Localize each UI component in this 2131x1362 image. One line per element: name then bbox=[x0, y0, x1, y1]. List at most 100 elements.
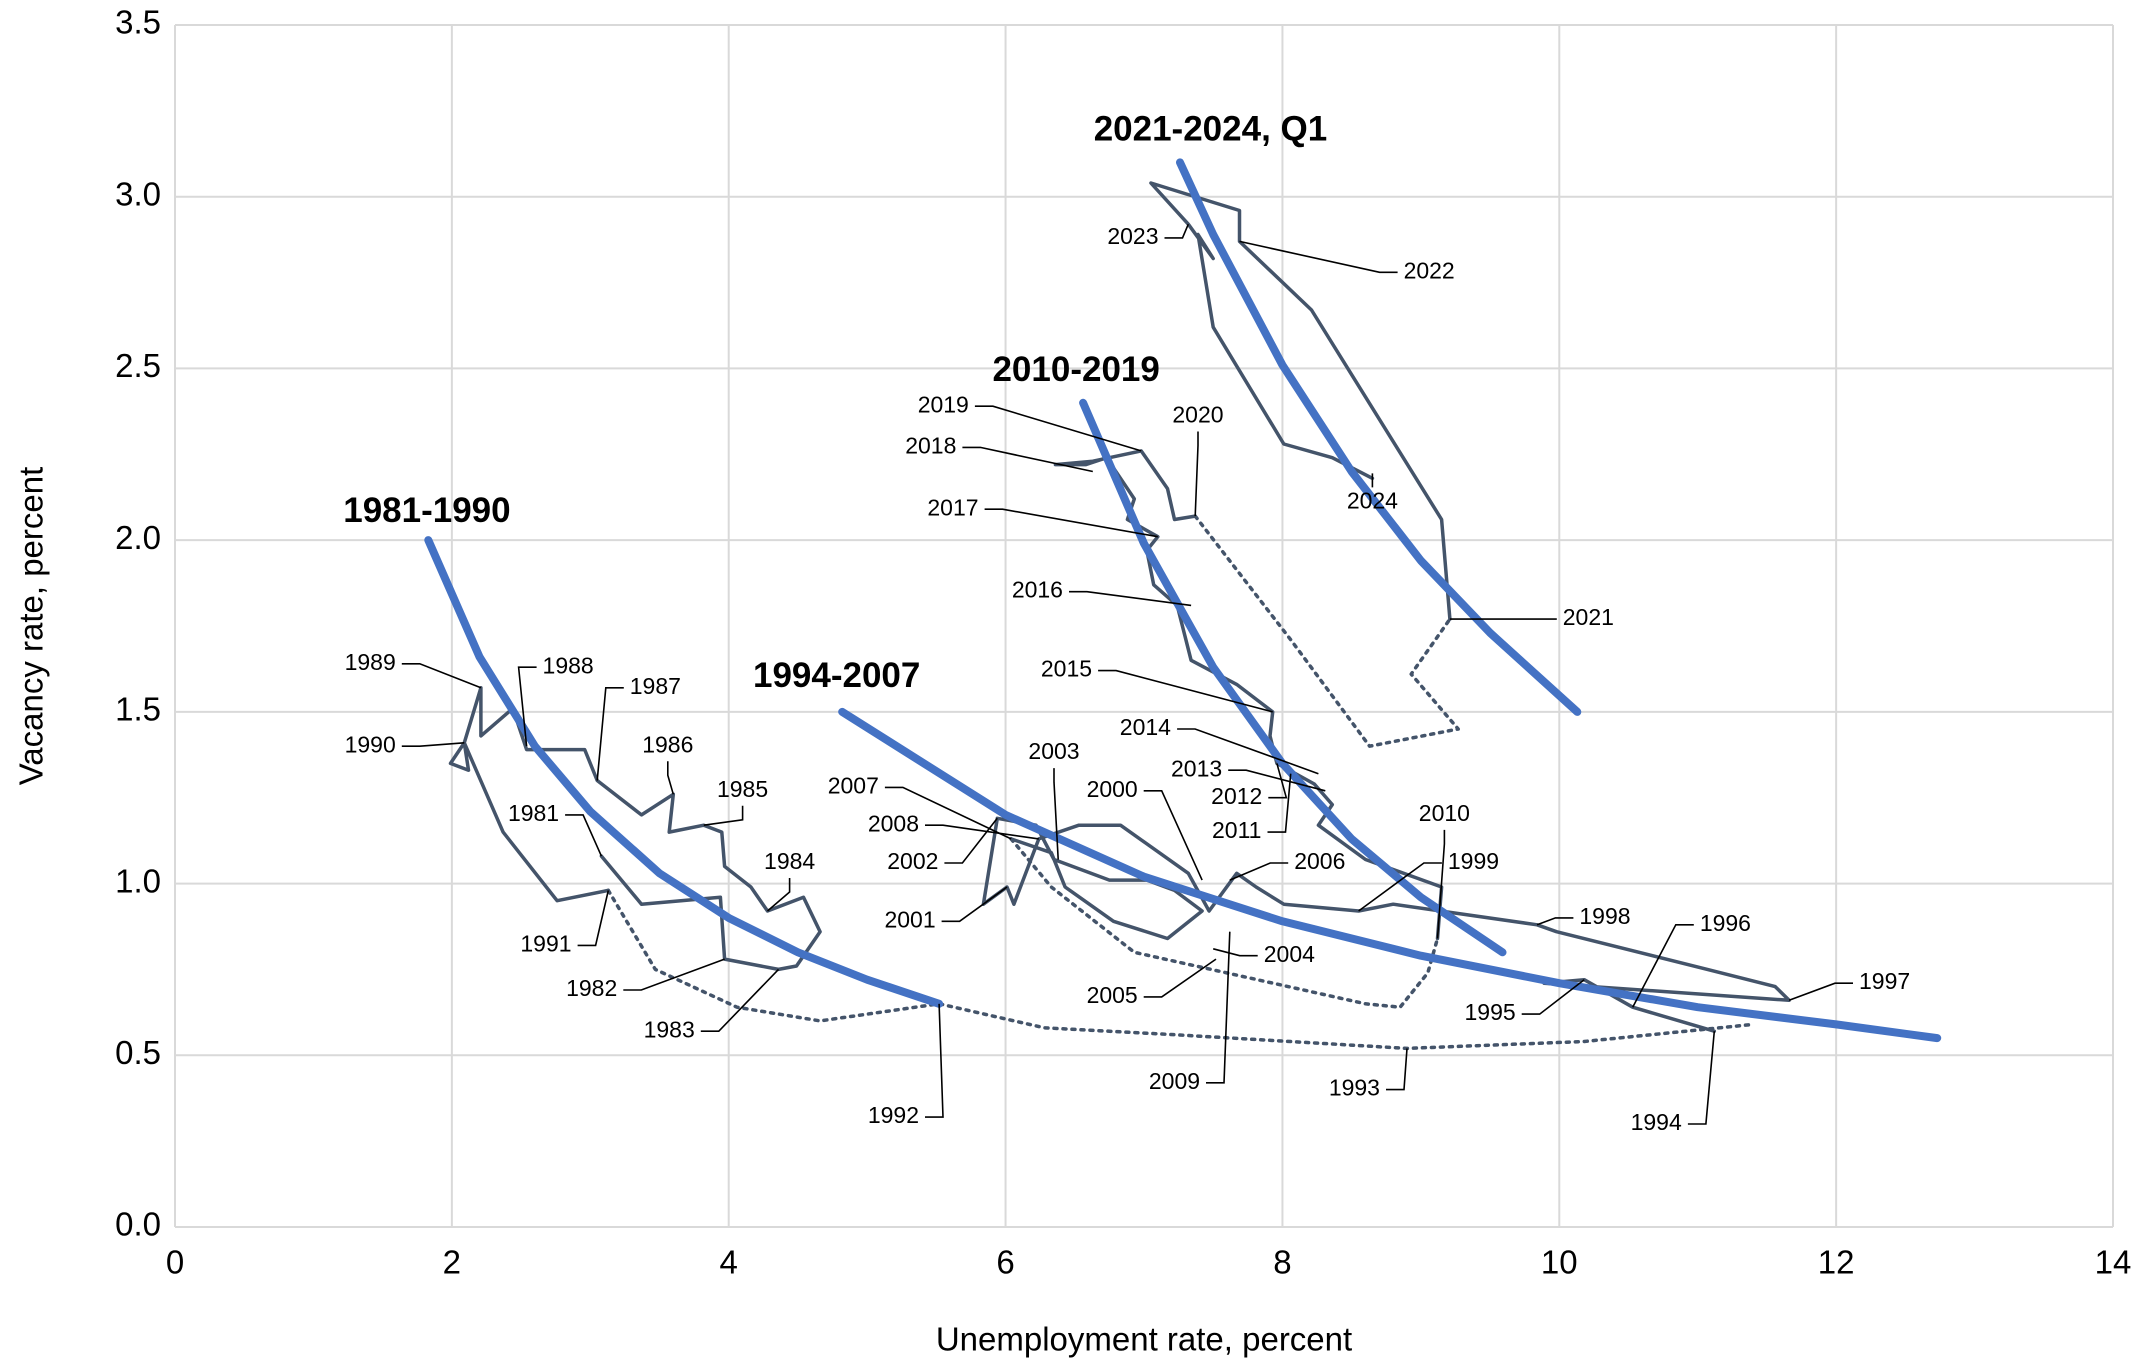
annotations: 1981-1990 1994-2007 2010-2019 2021-2024, Q1… bbox=[343, 110, 1910, 1135]
year-label: 2019 bbox=[918, 391, 969, 417]
leader-line bbox=[1143, 958, 1217, 998]
year-label: 1989 bbox=[345, 649, 396, 675]
year-label: 1997 bbox=[1859, 968, 1910, 994]
year-label: 2010 bbox=[1419, 800, 1470, 826]
year-label: 1982 bbox=[566, 975, 617, 1001]
leader-line bbox=[1228, 769, 1326, 792]
y-tick-label: 3.5 bbox=[115, 4, 161, 41]
leader-line bbox=[1194, 431, 1199, 517]
leader-line bbox=[596, 686, 624, 781]
year-label: 2007 bbox=[828, 772, 879, 798]
leader-line bbox=[1069, 590, 1192, 607]
year-label: 1996 bbox=[1700, 910, 1751, 936]
year-label: 2002 bbox=[887, 848, 938, 874]
leader-line bbox=[962, 446, 1093, 473]
leader-line bbox=[944, 817, 998, 864]
curve-label: 2021-2024, Q1 bbox=[1094, 110, 1328, 149]
year-label: 1984 bbox=[764, 848, 815, 874]
leader-line bbox=[1239, 240, 1398, 274]
curve-label: 2010-2019 bbox=[992, 350, 1159, 389]
y-tick-label: 2.5 bbox=[115, 347, 161, 384]
leader-line bbox=[401, 742, 465, 748]
leader-line bbox=[1177, 728, 1319, 775]
leader-line bbox=[1521, 979, 1585, 1015]
year-label: 2018 bbox=[905, 432, 956, 458]
y-tick-label: 1.5 bbox=[115, 691, 161, 728]
year-label: 1986 bbox=[642, 731, 693, 757]
leader-line bbox=[1687, 1031, 1716, 1125]
y-tick-label: 0.0 bbox=[115, 1206, 161, 1243]
year-label: 1998 bbox=[1579, 903, 1630, 929]
leader-line bbox=[1788, 982, 1853, 1002]
x-axis-title: Unemployment rate, percent bbox=[936, 1321, 1352, 1358]
year-label: 1992 bbox=[868, 1102, 919, 1128]
x-tick-label: 2 bbox=[443, 1244, 461, 1281]
x-tick-label: 6 bbox=[996, 1244, 1014, 1281]
curve-label: 1981-1990 bbox=[343, 491, 510, 530]
year-label: 1988 bbox=[543, 652, 594, 678]
leader-line bbox=[1267, 773, 1292, 833]
year-label: 2004 bbox=[1264, 941, 1315, 967]
leader-line bbox=[1386, 1048, 1408, 1091]
leader-line bbox=[925, 1003, 944, 1118]
leader-line bbox=[766, 878, 791, 912]
year-label: 1981 bbox=[508, 800, 559, 826]
year-label: 2023 bbox=[1107, 223, 1158, 249]
leader-line bbox=[666, 761, 675, 795]
x-tick-label: 4 bbox=[720, 1244, 738, 1281]
leader-line bbox=[941, 886, 1008, 923]
year-label: 2000 bbox=[1087, 776, 1138, 802]
fit-curve bbox=[424, 536, 944, 1008]
y-tick-label: 3.0 bbox=[115, 175, 161, 212]
leader-line bbox=[1098, 669, 1273, 713]
year-label: 2005 bbox=[1087, 982, 1138, 1008]
grid: 0 2 4 6 8 10 12 14 0.0 0.5 1.0 1.5 2.0 2.5 3.0 3.5 bbox=[115, 4, 2131, 1281]
year-label: 2016 bbox=[1012, 577, 1063, 603]
curve-label: 1994-2007 bbox=[753, 656, 920, 695]
year-label: 2024 bbox=[1347, 487, 1398, 513]
leader-line bbox=[1212, 948, 1258, 957]
y-tick-label: 1.0 bbox=[115, 862, 161, 899]
year-label: 2011 bbox=[1212, 817, 1261, 843]
transition-line bbox=[1009, 837, 1440, 1009]
leader-line bbox=[577, 890, 610, 947]
year-label: 1991 bbox=[520, 930, 571, 956]
year-label: 2008 bbox=[868, 810, 919, 836]
x-tick-label: 10 bbox=[1541, 1244, 1578, 1281]
fit-curve bbox=[1176, 158, 1582, 716]
x-tick-label: 12 bbox=[1818, 1244, 1855, 1281]
year-label: 2014 bbox=[1120, 714, 1171, 740]
leader-line bbox=[517, 666, 537, 747]
year-label: 2022 bbox=[1404, 257, 1455, 283]
year-label: 1993 bbox=[1329, 1075, 1380, 1101]
year-label: 1994 bbox=[1631, 1109, 1682, 1135]
lines bbox=[424, 158, 1942, 1051]
y-axis-title: Vacancy rate, percent bbox=[13, 467, 50, 786]
leader-line bbox=[1143, 789, 1203, 881]
leader-line bbox=[1229, 862, 1289, 881]
path-line bbox=[1053, 449, 1444, 941]
leader-line bbox=[623, 958, 725, 991]
x-tick-label: 8 bbox=[1273, 1244, 1291, 1281]
y-tick-label: 0.5 bbox=[115, 1034, 161, 1071]
year-label: 1990 bbox=[345, 731, 396, 757]
year-label: 2012 bbox=[1211, 783, 1262, 809]
year-label: 1995 bbox=[1464, 999, 1515, 1025]
leader-line bbox=[703, 805, 744, 826]
year-label: 2009 bbox=[1149, 1068, 1200, 1094]
x-tick-label: 0 bbox=[166, 1244, 184, 1281]
leader-line bbox=[1536, 917, 1574, 926]
leader-line bbox=[1206, 931, 1231, 1084]
leader-line bbox=[1631, 923, 1694, 1008]
leader-line bbox=[565, 814, 603, 857]
year-label: 2015 bbox=[1041, 656, 1092, 682]
leader-line bbox=[925, 824, 1039, 840]
y-tick-label: 2.0 bbox=[115, 519, 161, 556]
leader-line bbox=[1053, 768, 1059, 860]
year-label: 2013 bbox=[1171, 755, 1222, 781]
x-tick-label: 14 bbox=[2095, 1244, 2131, 1281]
year-label: 1987 bbox=[630, 673, 681, 699]
year-label: 2021 bbox=[1563, 604, 1614, 630]
year-label: 2006 bbox=[1294, 848, 1345, 874]
